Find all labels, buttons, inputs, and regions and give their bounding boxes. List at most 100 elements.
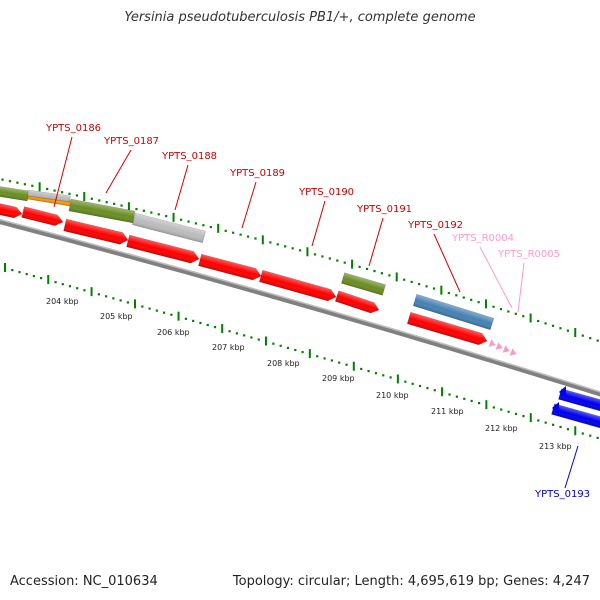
upper-track-minor-tick: [150, 211, 153, 214]
lower-track-minor-tick: [243, 334, 246, 337]
rna-pink-arrow: [509, 348, 517, 356]
upper-track-minor-tick: [477, 301, 480, 304]
upper-track-minor-tick: [179, 218, 183, 221]
upper-track-minor-tick: [358, 265, 361, 268]
gene-label: YPTS_0192: [407, 220, 463, 231]
olive-feature-0185-shade: [0, 185, 29, 201]
steelblue-feature-0192: [412, 293, 495, 331]
lower-track-minor-tick: [389, 376, 392, 379]
upper-track-minor-tick: [98, 199, 101, 202]
rna-pink-arrow-body: [509, 348, 517, 356]
gene-label: YPTS_R0005: [497, 249, 560, 260]
cds-red-0188: [126, 234, 200, 264]
cds-blue-arrowhead-b: [552, 402, 559, 414]
olive-feature-0191-shade: [341, 272, 386, 296]
lower-track-minor-tick: [566, 428, 570, 431]
rna-pink-arrow: [488, 339, 496, 347]
lower-track-minor-tick: [97, 293, 100, 296]
cds-red-0185: [0, 201, 23, 219]
upper-track-minor-tick: [328, 257, 331, 260]
lower-track-minor-tick: [83, 289, 86, 292]
cds-blue-0193-b-shade: [551, 403, 600, 431]
upper-track-minor-tick: [566, 329, 570, 332]
gene-label: YPTS_0191: [356, 204, 412, 215]
upper-track-minor-tick: [418, 283, 421, 286]
callout-line: [311, 200, 326, 247]
cds-red-0192-shade: [407, 312, 488, 345]
lower-track-minor-tick: [184, 317, 188, 320]
upper-track-minor-tick: [105, 201, 108, 204]
gene-label: YPTS_0186: [45, 123, 101, 134]
scale-label: 204 kbp: [46, 297, 79, 306]
upper-track-minor-tick: [202, 224, 205, 227]
upper-track-minor-tick: [8, 180, 12, 183]
upper-track-minor-tick: [388, 274, 391, 277]
upper-track-minor-tick: [113, 202, 116, 205]
lower-track-minor-tick: [148, 307, 151, 310]
callout-line: [105, 149, 132, 194]
backbone-layer: [0, 218, 600, 397]
upper-track-minor-tick: [537, 319, 540, 323]
upper-track-minor-tick: [269, 241, 272, 244]
upper-track-minor-tick: [209, 225, 212, 229]
rna-pink-arrow-body: [488, 339, 496, 347]
upper-track-minor-tick: [90, 197, 93, 200]
callout-line: [53, 136, 73, 208]
scale-label: 208 kbp: [267, 359, 300, 368]
lower-track-minor-tick: [544, 421, 547, 424]
lower-track-minor-tick: [294, 348, 297, 352]
tick-layer: [1, 178, 599, 440]
upper-track-minor-tick: [581, 334, 584, 337]
lower-track-minor-tick: [507, 410, 510, 413]
lower-track-minor-tick: [448, 393, 451, 396]
upper-track-minor-tick: [470, 298, 473, 301]
lower-track-minor-tick: [272, 342, 275, 345]
lower-track-minor-tick: [68, 285, 72, 288]
lower-track-minor-tick: [105, 295, 108, 298]
olive-feature-0185: [0, 184, 30, 202]
upper-track-minor-tick: [492, 305, 495, 308]
callout-line: [174, 164, 189, 211]
callout-line: [479, 246, 513, 309]
lower-track-minor-tick: [367, 369, 370, 373]
upper-track-minor-tick: [507, 310, 510, 313]
upper-track-minor-tick: [53, 189, 56, 192]
gene-label: YPTS_0193: [534, 489, 590, 500]
lower-track-minor-tick: [235, 332, 238, 335]
upper-track-minor-tick: [313, 253, 317, 256]
lower-track-minor-tick: [25, 273, 28, 276]
upper-track-minor-tick: [551, 324, 555, 327]
upper-track-minor-tick: [559, 327, 562, 330]
lower-track-minor-tick: [18, 271, 21, 274]
lower-track-minor-tick: [32, 275, 36, 278]
gray-feature-0186: [27, 189, 71, 203]
lower-track-minor-tick: [54, 281, 57, 284]
rna-pink-arrow: [502, 345, 510, 353]
map-title: Yersinia pseudotuberculosis PB1/+, compl…: [124, 10, 476, 25]
rna-pink-arrow-body: [502, 345, 510, 353]
upper-track-minor-tick: [455, 294, 458, 297]
cds-red-0189-shade: [198, 254, 262, 281]
upper-track-minor-tick: [544, 322, 547, 325]
lower-track-minor-tick: [250, 336, 253, 339]
upper-track-minor-tick: [16, 181, 19, 184]
upper-track-minor-tick: [299, 249, 302, 252]
upper-track-minor-tick: [596, 339, 599, 342]
upper-track-minor-tick: [68, 192, 71, 195]
callout-line: [433, 233, 461, 293]
gene-label: YPTS_0189: [229, 168, 285, 179]
lower-track-minor-tick: [559, 425, 562, 429]
scale-label: 210 kbp: [376, 391, 409, 400]
scale-label: 206 kbp: [157, 328, 190, 337]
upper-track-minor-tick: [1, 178, 4, 181]
cds-blue-0193-a-shade: [558, 388, 600, 414]
upper-track-minor-tick: [157, 213, 160, 216]
gene-label: YPTS_0190: [298, 187, 354, 198]
lower-track-minor-tick: [463, 397, 466, 400]
rna-pink-arrow-body: [495, 342, 503, 350]
lower-track-minor-tick: [589, 434, 592, 437]
callout-line: [241, 181, 257, 229]
lower-track-minor-tick: [126, 301, 129, 304]
upper-track-minor-tick: [239, 233, 242, 236]
